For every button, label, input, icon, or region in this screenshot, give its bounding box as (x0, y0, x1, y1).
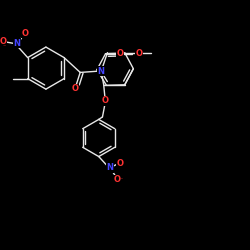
Text: O: O (113, 175, 120, 184)
Text: O: O (116, 159, 123, 168)
Text: ⁻: ⁻ (2, 46, 6, 51)
Text: N: N (13, 39, 20, 48)
Text: ⁻: ⁻ (120, 178, 123, 183)
Text: O: O (72, 84, 79, 93)
Text: O: O (0, 38, 6, 46)
Text: O: O (117, 49, 124, 58)
Text: N: N (98, 67, 105, 76)
Text: O: O (135, 49, 142, 58)
Text: N: N (106, 163, 114, 172)
Text: O: O (102, 96, 108, 106)
Text: O: O (22, 29, 29, 38)
